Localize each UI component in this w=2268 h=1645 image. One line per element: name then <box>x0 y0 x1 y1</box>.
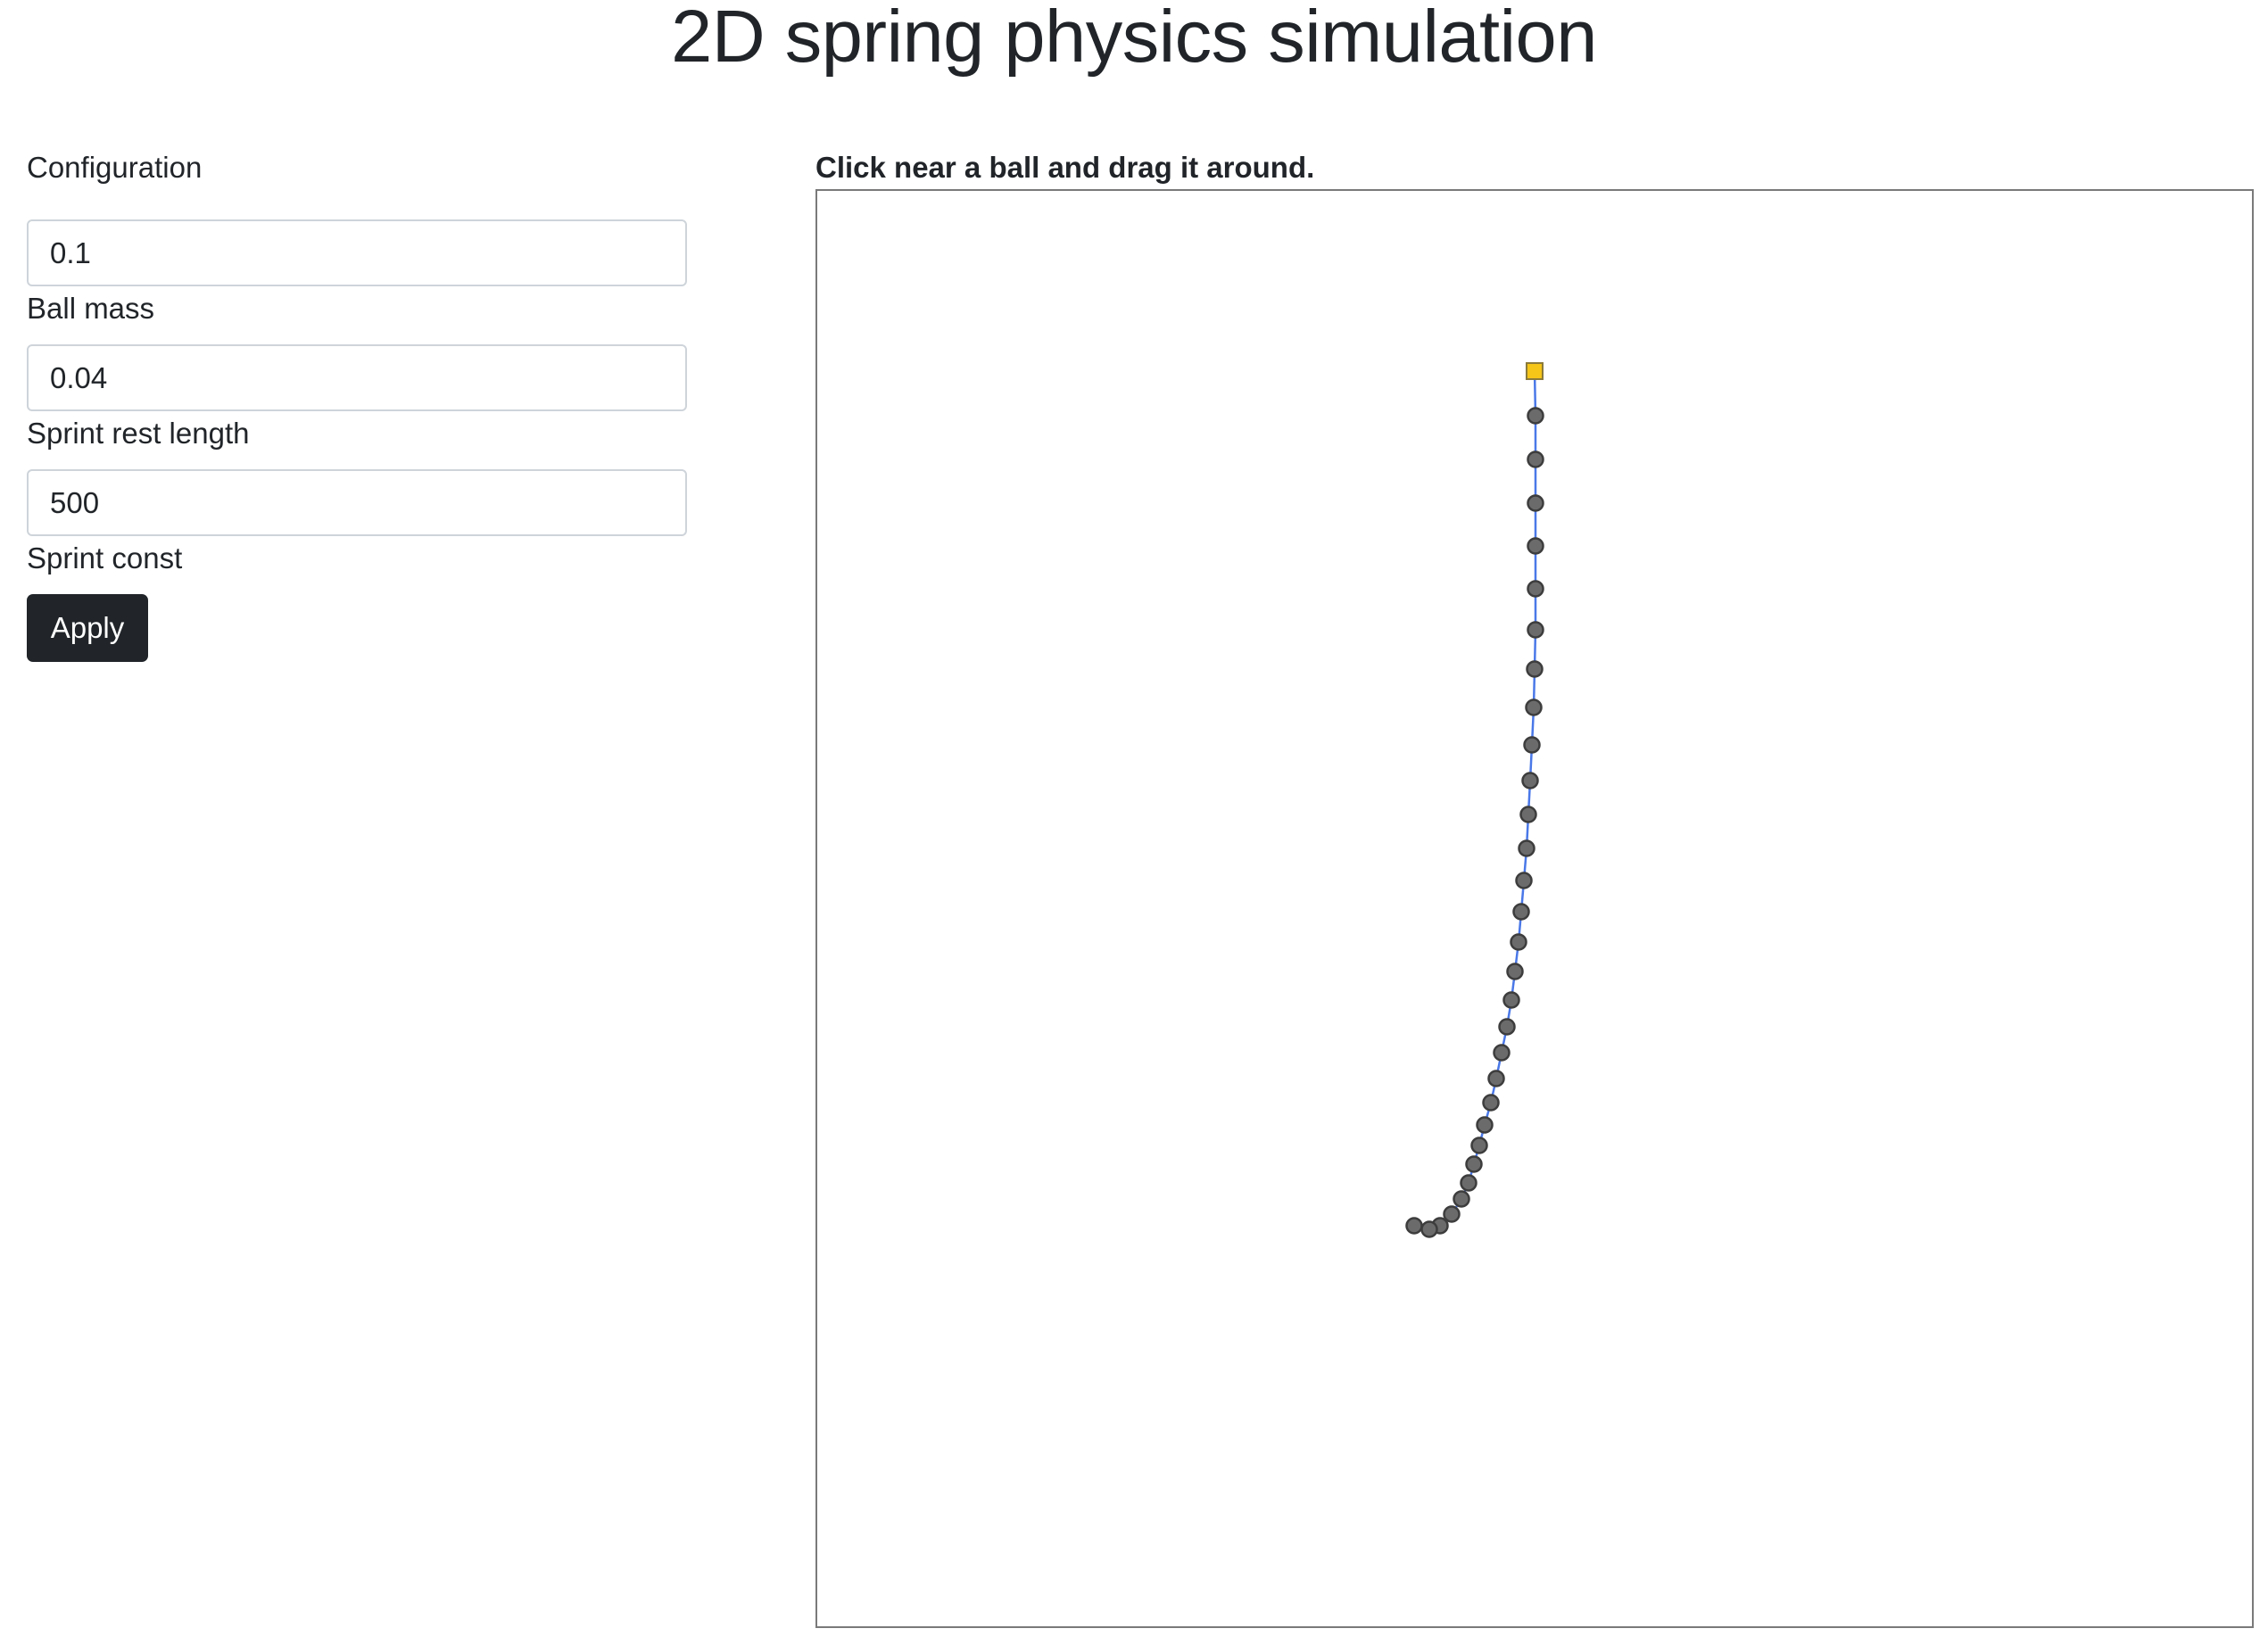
ball[interactable] <box>1515 872 1533 889</box>
ball[interactable] <box>1476 1116 1494 1134</box>
page-title: 2D spring physics simulation <box>671 0 1597 78</box>
ball[interactable] <box>1482 1094 1500 1112</box>
ball[interactable] <box>1512 903 1530 921</box>
ball[interactable] <box>1525 699 1543 716</box>
ball[interactable] <box>1521 772 1539 789</box>
ball[interactable] <box>1527 494 1544 512</box>
ball[interactable] <box>1443 1205 1461 1223</box>
ball[interactable] <box>1405 1217 1423 1235</box>
ball[interactable] <box>1502 991 1520 1009</box>
simulation-instruction: Click near a ball and drag it around. <box>815 151 1315 184</box>
simulation-canvas[interactable] <box>815 189 2254 1628</box>
ball[interactable] <box>1465 1155 1483 1173</box>
ball[interactable] <box>1527 580 1544 598</box>
apply-button[interactable]: Apply <box>27 594 148 662</box>
ball[interactable] <box>1506 963 1524 980</box>
ball[interactable] <box>1510 933 1527 951</box>
ball[interactable] <box>1487 1070 1505 1087</box>
ball[interactable] <box>1523 736 1541 754</box>
spring-const-label: Sprint const <box>27 541 183 575</box>
ball[interactable] <box>1527 451 1544 468</box>
ball[interactable] <box>1493 1044 1511 1062</box>
ball[interactable] <box>1460 1174 1478 1192</box>
anchor-point[interactable] <box>1526 362 1544 380</box>
ball[interactable] <box>1519 806 1537 823</box>
ball-mass-label: Ball mass <box>27 292 155 325</box>
ball[interactable] <box>1526 660 1544 678</box>
ball[interactable] <box>1470 1137 1488 1154</box>
ball[interactable] <box>1527 621 1544 639</box>
ball[interactable] <box>1527 407 1544 425</box>
ball[interactable] <box>1498 1018 1516 1036</box>
ball-mass-input[interactable] <box>27 219 687 286</box>
spring-chain-drawing <box>1405 362 1544 1238</box>
spring-rest-length-label: Sprint rest length <box>27 417 250 450</box>
spring-rest-length-input[interactable] <box>27 344 687 411</box>
ball[interactable] <box>1527 537 1544 555</box>
spring-const-input[interactable] <box>27 469 687 536</box>
configuration-heading: Configuration <box>27 151 203 184</box>
ball[interactable] <box>1420 1220 1438 1238</box>
ball[interactable] <box>1518 839 1535 857</box>
spring-line <box>1413 370 1537 1231</box>
ball[interactable] <box>1453 1190 1470 1208</box>
